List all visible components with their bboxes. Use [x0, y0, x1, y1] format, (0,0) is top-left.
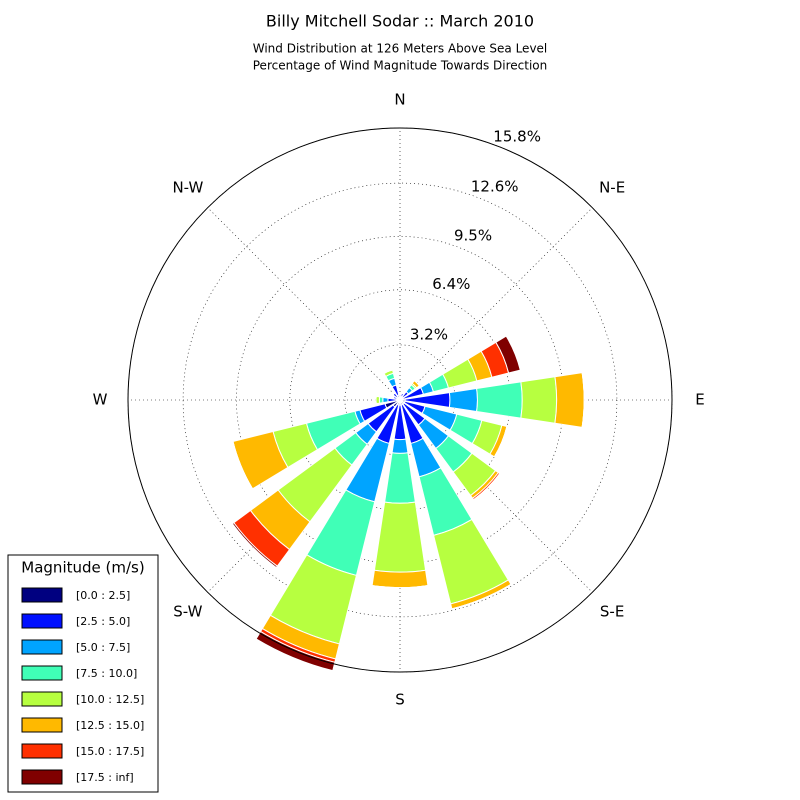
- legend-swatch: [21, 639, 63, 655]
- bar-segment: [476, 381, 523, 419]
- legend-label: [7.5 : 10.0]: [76, 667, 137, 680]
- legend-swatch: [21, 613, 63, 629]
- direction-label: S-E: [600, 603, 624, 621]
- legend-swatch: [21, 717, 63, 733]
- legend-label: [15.0 : 17.5]: [76, 745, 144, 758]
- bar-segment: [554, 372, 585, 428]
- bar-segment: [231, 522, 278, 569]
- angle-grid-line: [399, 207, 593, 401]
- bar-segment: [520, 376, 558, 424]
- direction-label: S: [395, 691, 405, 709]
- legend-label: [2.5 : 5.0]: [76, 615, 130, 628]
- chart-subtitle: Wind Distribution at 126 Meters Above Se…: [253, 42, 548, 56]
- legend-title: Magnitude (m/s): [21, 559, 144, 577]
- bar-segment: [448, 387, 478, 413]
- radial-tick-label: 6.4%: [432, 275, 470, 293]
- angle-grid-line: [399, 399, 593, 593]
- legend-swatch: [21, 769, 63, 785]
- direction-label: N-W: [172, 178, 203, 196]
- direction-label: N-E: [599, 178, 625, 196]
- radial-grid-line: [182, 182, 618, 618]
- direction-label: N: [394, 91, 405, 109]
- legend-label: [5.0 : 7.5]: [76, 641, 130, 654]
- legend-swatch: [21, 691, 63, 707]
- bar-segment: [391, 438, 409, 454]
- legend-swatch: [21, 587, 63, 603]
- radial-tick-label: 3.2%: [410, 326, 448, 344]
- chart-title: Billy Mitchell Sodar :: March 2010: [266, 12, 534, 31]
- radial-tick-label: 12.6%: [471, 178, 519, 196]
- bar-segment: [382, 396, 389, 404]
- outer-circle: [127, 127, 673, 673]
- legend-label: [12.5 : 15.0]: [76, 719, 144, 732]
- legend-swatch: [21, 665, 63, 681]
- legend-swatch: [21, 743, 63, 759]
- chart-subtitle: Percentage of Wind Magnitude Towards Dir…: [253, 59, 547, 73]
- bar-segment: [371, 569, 429, 589]
- bar-segment: [373, 501, 427, 573]
- bar-segment: [232, 441, 253, 490]
- bar-segment: [451, 583, 512, 610]
- direction-label: S-W: [173, 603, 202, 621]
- legend-label: [17.5 : inf]: [76, 771, 134, 784]
- direction-label: W: [93, 391, 108, 409]
- bar-segment: [495, 335, 521, 374]
- bar-segment: [414, 380, 420, 386]
- legend-label: [0.0 : 2.5]: [76, 589, 130, 602]
- legend-label: [10.0 : 12.5]: [76, 693, 144, 706]
- radial-tick-label: 9.5%: [454, 226, 492, 244]
- radial-tick-label: 15.8%: [493, 127, 541, 145]
- direction-label: E: [695, 391, 704, 409]
- angle-grid-line: [207, 207, 401, 401]
- bar-segment: [384, 452, 416, 504]
